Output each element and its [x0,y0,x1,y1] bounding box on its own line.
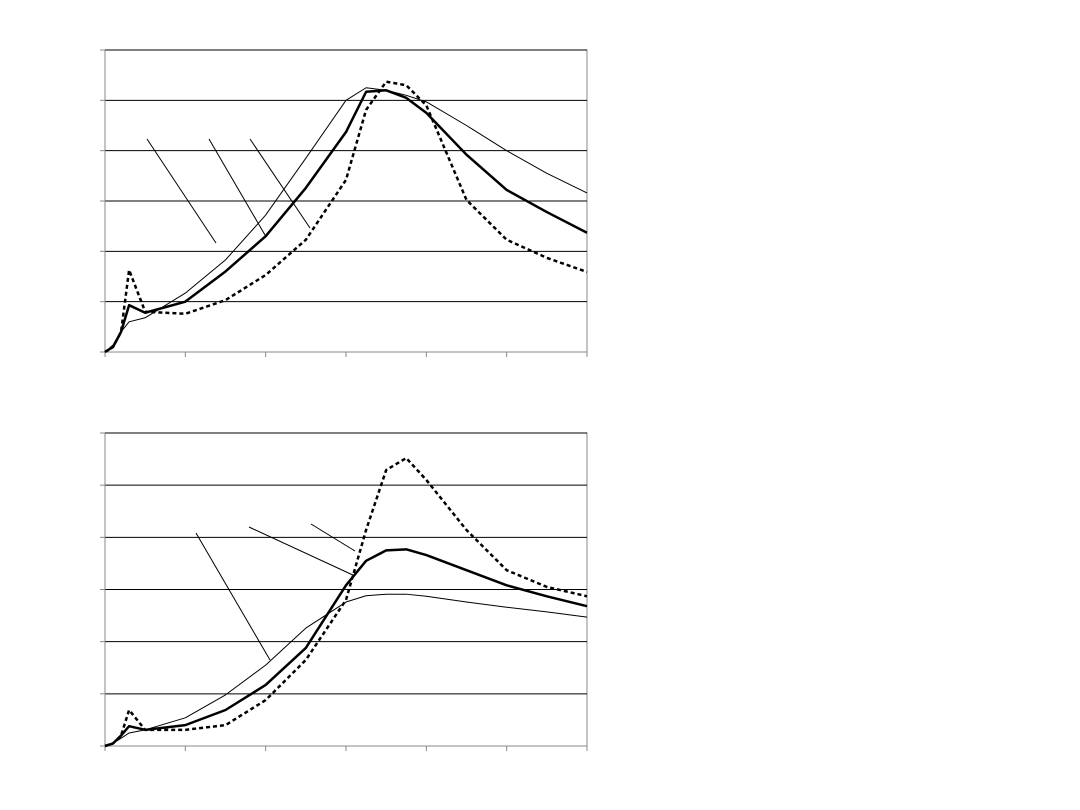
series-line [104,456,588,748]
leader-line [248,526,356,577]
leader-line [195,532,271,661]
leader-line [146,138,217,244]
leader-lines [146,138,356,661]
leader-line [249,138,311,229]
series-line [104,80,588,354]
leader-line [310,523,356,552]
series-line [104,548,588,748]
leader-line [208,138,266,236]
series-line [104,87,588,353]
series-line [104,593,588,747]
series-line [104,89,588,354]
